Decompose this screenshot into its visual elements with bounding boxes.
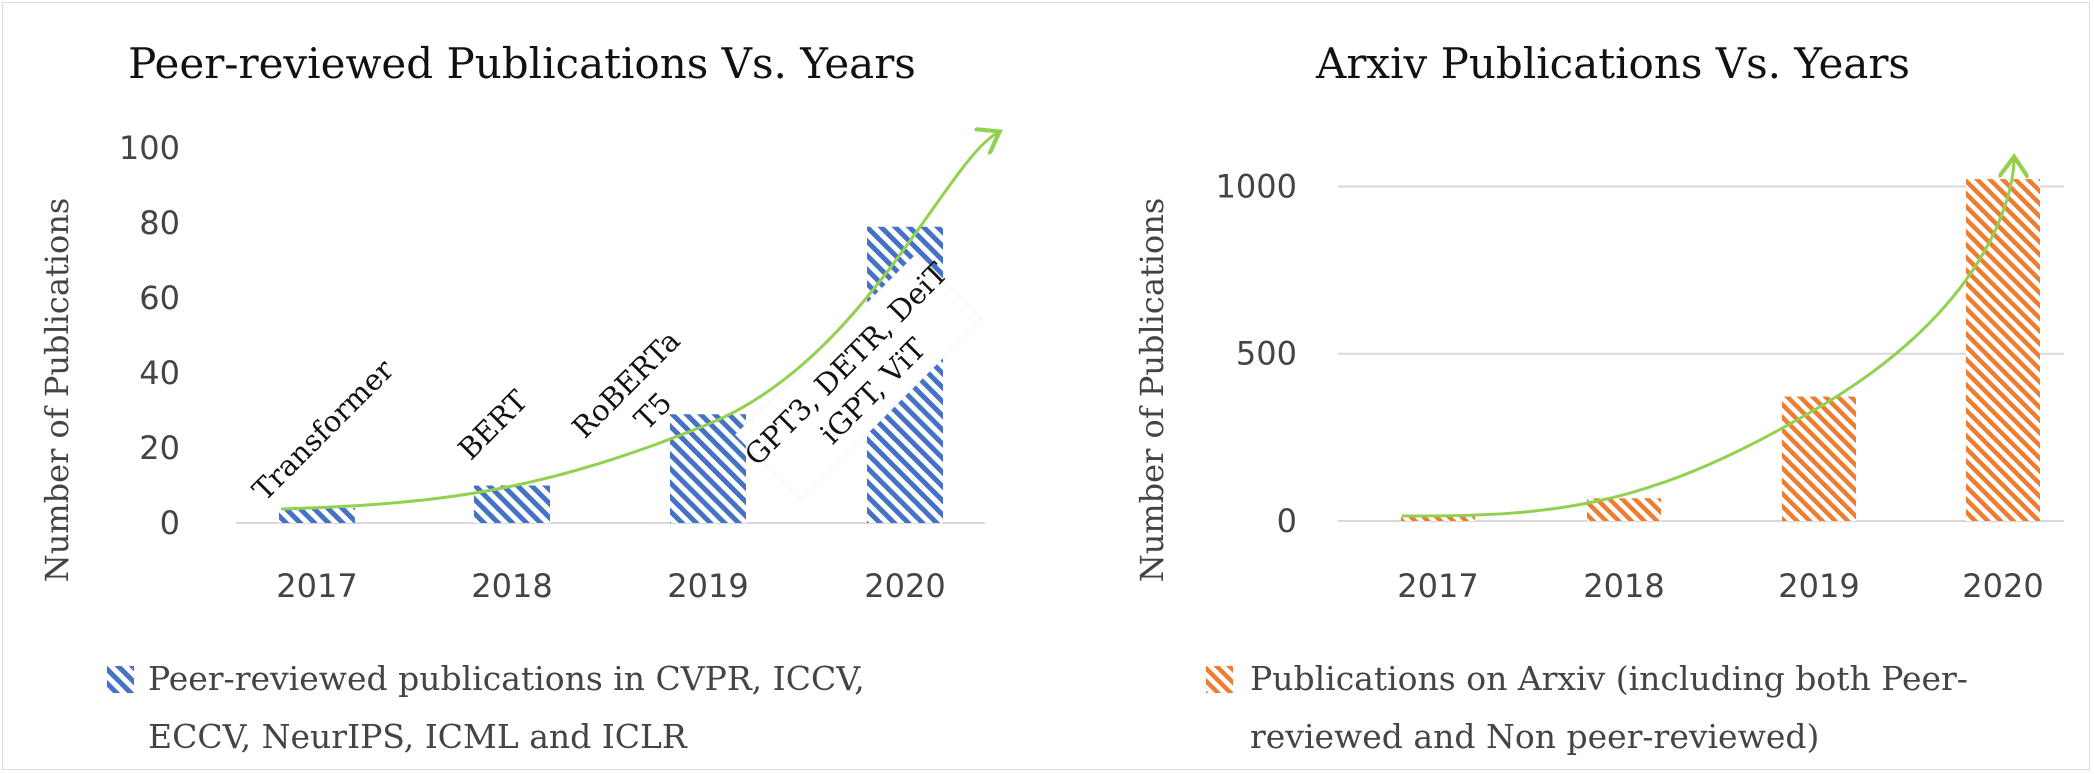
- chart-title: Peer-reviewed Publications Vs. Years: [128, 39, 916, 88]
- annotation-text: BERT: [452, 383, 535, 466]
- y-tick-label: 0: [1277, 502, 1297, 540]
- peer-reviewed-chart: Peer-reviewed Publications Vs. Years Num…: [38, 39, 997, 756]
- y-tick-label: 100: [119, 129, 180, 167]
- x-tick-label: 2019: [1778, 567, 1859, 605]
- annotation-text: RoBERTa: [565, 323, 686, 444]
- arxiv-chart: Arxiv Publications Vs. Years Number of P…: [1133, 39, 2064, 756]
- annotation-text: Transformer: [246, 353, 401, 508]
- bar-2018: [1587, 498, 1661, 521]
- x-tick-label: 2017: [1397, 567, 1478, 605]
- x-tick-label: 2017: [276, 567, 357, 605]
- legend-line-2: reviewed and Non peer-reviewed): [1250, 717, 1819, 756]
- x-tick-label: 2020: [1962, 567, 2043, 605]
- trend-arrow: [280, 133, 997, 511]
- y-axis-label: Number of Publications: [38, 198, 76, 583]
- x-tick-label: 2018: [1583, 567, 1664, 605]
- legend-line-1: Publications on Arxiv (including both Pe…: [1250, 659, 1968, 698]
- y-tick-label: 1000: [1216, 167, 1297, 205]
- x-tick-label: 2019: [667, 567, 748, 605]
- bar-2019: [1782, 396, 1856, 521]
- y-tick-label: 0: [160, 504, 180, 542]
- chart-title: Arxiv Publications Vs. Years: [1315, 39, 1910, 88]
- y-axis-label: Number of Publications: [1133, 198, 1171, 583]
- legend-swatch: [1206, 666, 1233, 693]
- legend-line-1: Peer-reviewed publications in CVPR, ICCV…: [148, 659, 865, 698]
- y-tick-label: 60: [139, 279, 180, 317]
- bar-2017: [279, 508, 355, 523]
- legend-swatch: [107, 666, 134, 693]
- x-tick-label: 2018: [471, 567, 552, 605]
- x-tick-label: 2020: [864, 567, 945, 605]
- y-tick-label: 40: [139, 354, 180, 392]
- bar-2020: [1966, 179, 2040, 521]
- trend-arrow: [1401, 160, 2014, 518]
- annotation-2018: BERT: [452, 383, 535, 466]
- y-tick-label: 500: [1236, 335, 1297, 373]
- bar-2019: [670, 414, 746, 523]
- annotation-box: [735, 253, 983, 501]
- annotation-2017: Transformer: [246, 353, 401, 508]
- y-tick-label: 80: [139, 204, 180, 242]
- y-tick-label: 20: [139, 429, 180, 467]
- bar-2017: [1401, 514, 1475, 521]
- legend-line-2: ECCV, NeurIPS, ICML and ICLR: [148, 717, 688, 756]
